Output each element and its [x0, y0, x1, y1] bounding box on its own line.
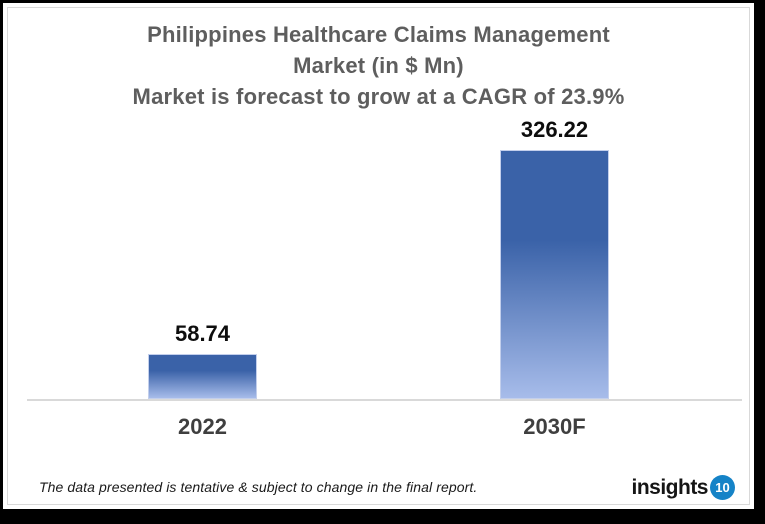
plot-area: 58.74 2022 326.22 2030F — [3, 3, 754, 509]
chart-title-line-2: Market (in $ Mn) — [293, 53, 464, 78]
bar-2022 — [148, 354, 257, 399]
chart-subtitle: Market is forecast to grow at a CAGR of … — [132, 84, 625, 109]
bar-2030f — [500, 150, 609, 399]
chart-card: Philippines Healthcare Claims Management… — [3, 3, 754, 509]
value-label-2030f: 326.22 — [520, 117, 589, 142]
insights10-logo: insights 10 — [631, 474, 735, 501]
category-label-2022: 2022 — [178, 414, 227, 439]
value-label-2022: 58.74 — [174, 321, 231, 346]
chart-title-line-1: Philippines Healthcare Claims Management — [147, 22, 610, 47]
category-label-2030f: 2030F — [523, 414, 586, 439]
footer-disclaimer: The data presented is tentative & subjec… — [39, 479, 478, 495]
x-axis-line — [27, 399, 742, 401]
logo-badge-10-icon: 10 — [710, 475, 735, 500]
chart-title: Philippines Healthcare Claims Management… — [3, 19, 754, 112]
logo-wordmark: insights — [631, 475, 708, 499]
